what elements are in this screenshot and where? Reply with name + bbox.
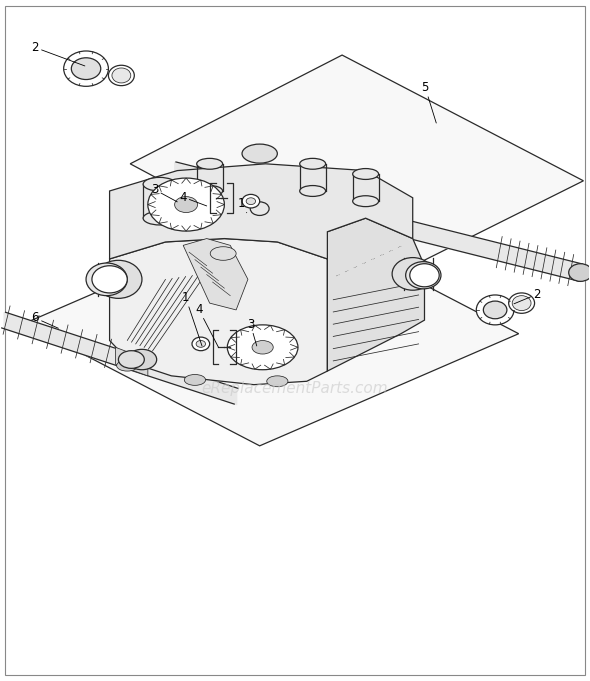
Ellipse shape — [227, 325, 298, 370]
Ellipse shape — [175, 197, 198, 212]
Ellipse shape — [71, 58, 101, 80]
Polygon shape — [116, 347, 148, 376]
Text: 3: 3 — [247, 317, 257, 346]
Ellipse shape — [392, 257, 433, 290]
Ellipse shape — [483, 301, 507, 319]
Text: eReplacementParts.com: eReplacementParts.com — [202, 381, 388, 396]
Text: 3: 3 — [151, 183, 177, 202]
Text: 1: 1 — [182, 291, 202, 346]
Text: 5: 5 — [421, 81, 436, 123]
Ellipse shape — [476, 295, 514, 325]
Ellipse shape — [267, 376, 288, 387]
Text: 1: 1 — [238, 197, 247, 212]
Ellipse shape — [353, 169, 379, 179]
Ellipse shape — [196, 340, 205, 347]
Ellipse shape — [127, 349, 157, 370]
Text: 2: 2 — [514, 287, 541, 304]
Ellipse shape — [184, 375, 205, 385]
Polygon shape — [110, 164, 413, 259]
Polygon shape — [183, 238, 248, 310]
Ellipse shape — [86, 263, 127, 296]
Ellipse shape — [64, 51, 109, 86]
Polygon shape — [130, 55, 584, 289]
Polygon shape — [24, 211, 519, 446]
Ellipse shape — [300, 185, 326, 196]
Polygon shape — [327, 218, 424, 371]
Ellipse shape — [246, 197, 255, 204]
Ellipse shape — [192, 337, 209, 351]
Ellipse shape — [143, 177, 176, 191]
Text: 4: 4 — [195, 302, 218, 347]
Ellipse shape — [117, 360, 138, 371]
Ellipse shape — [569, 264, 590, 281]
Ellipse shape — [242, 194, 260, 208]
Ellipse shape — [143, 211, 176, 225]
Ellipse shape — [210, 247, 236, 260]
Ellipse shape — [119, 351, 145, 368]
Ellipse shape — [410, 264, 439, 287]
Ellipse shape — [242, 144, 277, 163]
Polygon shape — [110, 238, 327, 385]
Text: 2: 2 — [31, 41, 85, 66]
Ellipse shape — [252, 340, 273, 354]
Ellipse shape — [509, 293, 535, 313]
Ellipse shape — [148, 178, 224, 231]
Ellipse shape — [406, 262, 441, 289]
Ellipse shape — [112, 68, 131, 83]
Ellipse shape — [300, 159, 326, 170]
Ellipse shape — [95, 260, 142, 298]
Ellipse shape — [196, 159, 222, 170]
Ellipse shape — [109, 65, 135, 86]
Ellipse shape — [512, 296, 531, 311]
Ellipse shape — [250, 202, 269, 215]
Text: 4: 4 — [179, 191, 206, 206]
Ellipse shape — [196, 185, 222, 196]
Text: 6: 6 — [31, 311, 58, 328]
Ellipse shape — [92, 266, 127, 293]
Ellipse shape — [353, 195, 379, 206]
